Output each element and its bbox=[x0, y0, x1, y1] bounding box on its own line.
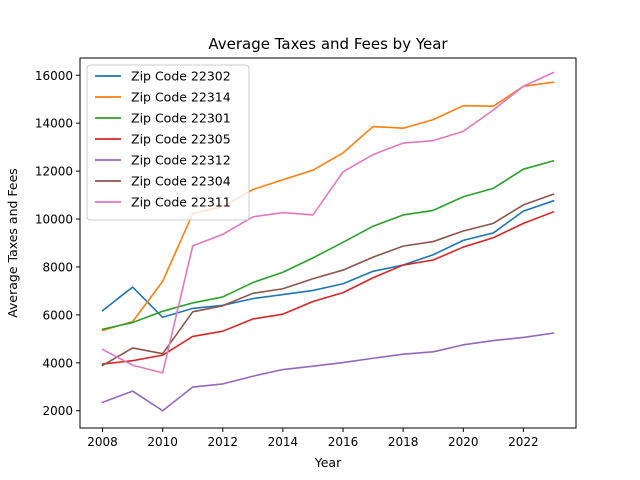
y-tick-label: 8000 bbox=[42, 260, 73, 274]
series-line-zip-code-22312 bbox=[101, 332, 555, 412]
legend-label: Zip Code 22314 bbox=[131, 90, 231, 105]
x-tick-label: 2012 bbox=[208, 435, 239, 449]
axis-ticks: 2008 2010 2012 2014 2016 2018 2020 2022 2000 4000… bbox=[35, 69, 539, 449]
legend-label: Zip Code 22305 bbox=[131, 132, 231, 147]
legend-label: Zip Code 22301 bbox=[131, 111, 231, 126]
y-tick-label: 6000 bbox=[42, 308, 73, 322]
y-tick-label: 14000 bbox=[35, 117, 73, 131]
x-tick-label: 2010 bbox=[147, 435, 178, 449]
x-tick-label: 2020 bbox=[448, 435, 479, 449]
series-line-zip-code-22311 bbox=[101, 71, 555, 374]
y-tick-label: 2000 bbox=[42, 404, 73, 418]
series-line-zip-code-22304 bbox=[101, 193, 555, 367]
plot-area bbox=[101, 71, 555, 412]
x-tick-label: 2008 bbox=[87, 435, 118, 449]
series-line-zip-code-22314 bbox=[101, 81, 555, 332]
x-tick-label: 2016 bbox=[328, 435, 359, 449]
y-axis-label: Average Taxes and Fees bbox=[5, 168, 20, 318]
chart-title: Average Taxes and Fees by Year bbox=[208, 35, 448, 53]
x-axis-label: Year bbox=[314, 455, 342, 470]
y-tick-label: 12000 bbox=[35, 165, 73, 179]
legend-label: Zip Code 22304 bbox=[131, 174, 231, 189]
y-tick-label: 4000 bbox=[42, 356, 73, 370]
series-line-zip-code-22302 bbox=[101, 199, 555, 319]
series-line-zip-code-22305 bbox=[101, 210, 555, 365]
legend-box bbox=[86, 64, 250, 221]
legend-label: Zip Code 22311 bbox=[131, 195, 231, 210]
x-tick-label: 2018 bbox=[388, 435, 419, 449]
y-tick-label: 10000 bbox=[35, 213, 73, 227]
legend-label: Zip Code 22302 bbox=[131, 69, 231, 84]
legend-label: Zip Code 22312 bbox=[131, 153, 231, 168]
legend: Zip Code 22302 Zip Code 22314 Zip Code 223… bbox=[86, 64, 250, 221]
x-tick-label: 2014 bbox=[268, 435, 299, 449]
y-tick-label: 16000 bbox=[35, 69, 73, 83]
x-tick-label: 2022 bbox=[508, 435, 539, 449]
axes-frame bbox=[79, 57, 577, 429]
